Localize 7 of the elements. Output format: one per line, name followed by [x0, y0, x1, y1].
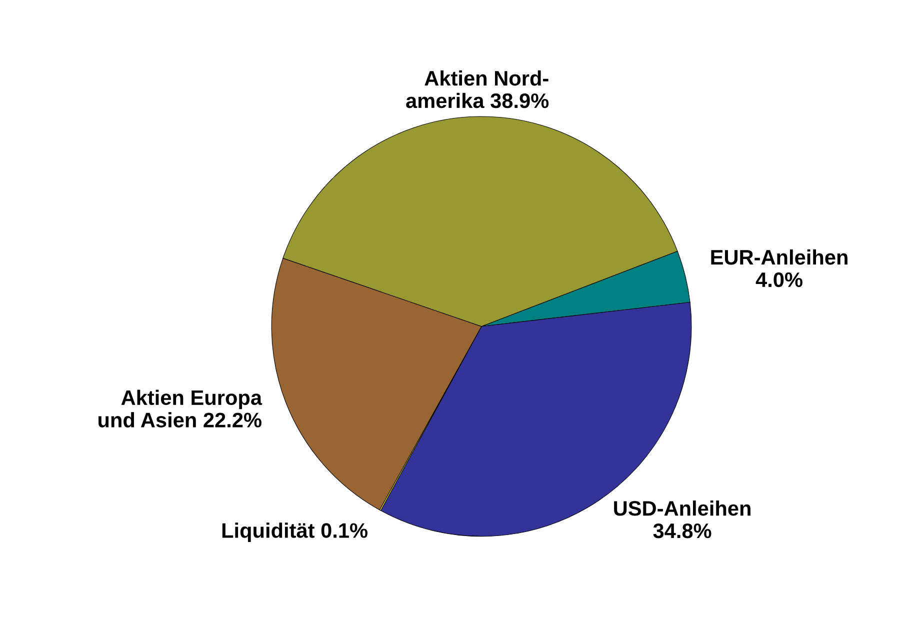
- slice-label: EUR-Anleihen: [711, 249, 848, 265]
- data-label: 34.8%: [653, 523, 712, 538]
- slice-label: Aktien Europa und Asien 22.2%: [98, 390, 262, 428]
- data-label: 4.0%: [756, 272, 802, 288]
- slice-label: USD-Anleihen: [614, 500, 750, 516]
- slice-label: Liquidität 0.1%: [222, 522, 368, 542]
- slice-label: Aktien Nord- amerika 38.9%: [406, 70, 549, 108]
